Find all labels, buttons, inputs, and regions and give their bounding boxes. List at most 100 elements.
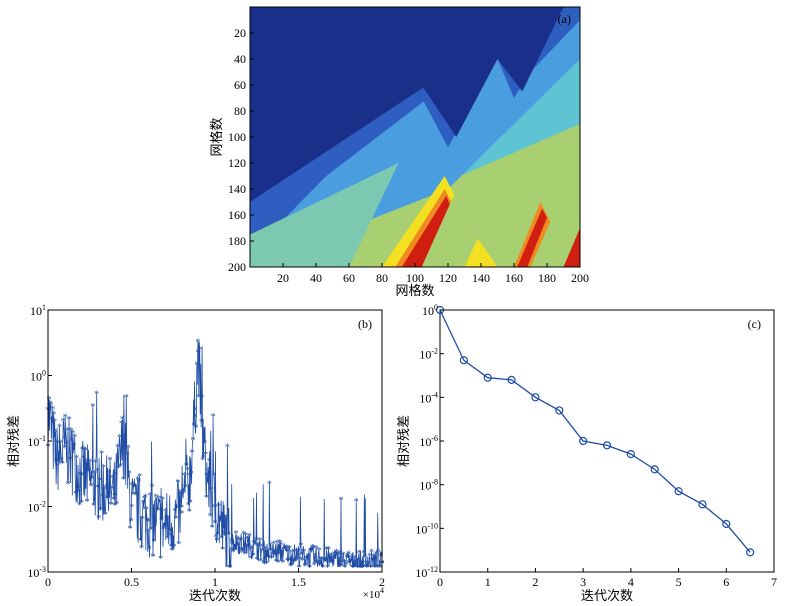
residual-point-b: * bbox=[97, 476, 102, 487]
tick-exponent: -6 bbox=[431, 434, 438, 443]
residual-point-b: * bbox=[105, 493, 110, 504]
residual-point-b: * bbox=[61, 416, 66, 427]
residual-point-b: * bbox=[265, 552, 270, 563]
tick-exponent: -8 bbox=[431, 478, 438, 487]
residual-point-b: * bbox=[331, 553, 336, 564]
tick-exponent: 0 bbox=[42, 369, 46, 378]
residual-point-b: * bbox=[322, 557, 327, 568]
tick-exponent: -3 bbox=[39, 565, 46, 574]
residual-point-b: * bbox=[243, 531, 248, 542]
residual-point-b: * bbox=[294, 556, 299, 567]
residual-point-b: * bbox=[96, 513, 101, 524]
plot-area-b bbox=[48, 310, 382, 572]
residual-point-b: * bbox=[87, 458, 92, 469]
residual-point-b: * bbox=[221, 524, 226, 535]
residual-point-b: * bbox=[379, 551, 384, 562]
residual-point-b: * bbox=[372, 563, 377, 574]
residual-point-b: * bbox=[312, 561, 317, 572]
data-point-c bbox=[698, 500, 707, 509]
residual-line-panel-c: 0 1 2 3 4 5 6 7 100 10-2 10-4 10-6 10-8 10-10 10-12 迭代次… bbox=[396, 303, 777, 603]
residual-point-b: * bbox=[259, 547, 264, 558]
residual-point-b: * bbox=[354, 497, 359, 508]
residual-point-b: * bbox=[165, 534, 170, 545]
red-band-edge bbox=[563, 228, 580, 267]
residual-point-b: * bbox=[107, 468, 112, 479]
x-tick-label-a: 140 bbox=[472, 271, 490, 285]
data-point-c bbox=[483, 373, 492, 382]
residual-point-b: * bbox=[55, 438, 60, 449]
residual-point-b: * bbox=[54, 461, 59, 472]
residual-point-b: * bbox=[179, 503, 184, 514]
residual-point-b: * bbox=[317, 561, 322, 572]
residual-point-b: * bbox=[335, 551, 340, 562]
residual-point-b: * bbox=[300, 556, 305, 567]
residual-point-b: * bbox=[256, 542, 261, 553]
residual-point-b: * bbox=[98, 505, 103, 516]
data-point-c bbox=[746, 548, 755, 557]
residual-point-b: * bbox=[114, 500, 119, 511]
y-axis-label-b: 相对残差 bbox=[6, 415, 21, 467]
residual-point-b: * bbox=[148, 491, 153, 502]
residual-point-b: * bbox=[47, 399, 52, 410]
residual-point-b: * bbox=[275, 558, 280, 569]
residual-point-b: * bbox=[316, 558, 321, 569]
residual-point-b: * bbox=[279, 550, 284, 561]
residual-point-b: * bbox=[225, 443, 230, 454]
x-tick-label-c: 5 bbox=[676, 575, 682, 589]
tick-exponent: -2 bbox=[39, 500, 46, 509]
residual-point-b: * bbox=[296, 547, 301, 558]
residual-point-b: * bbox=[73, 489, 78, 500]
residual-point-b: * bbox=[180, 488, 185, 499]
residual-point-b: * bbox=[70, 428, 75, 439]
residual-point-b: * bbox=[68, 426, 73, 437]
residual-point-b: * bbox=[356, 563, 361, 574]
residual-point-b: * bbox=[245, 535, 250, 546]
residual-point-b: * bbox=[89, 474, 94, 485]
residual-point-b: * bbox=[361, 549, 366, 560]
residual-point-b: * bbox=[130, 490, 135, 501]
residual-point-b: * bbox=[340, 551, 345, 562]
residual-point-b: * bbox=[291, 557, 296, 568]
residual-point-b: * bbox=[81, 453, 86, 464]
data-point-b: * bbox=[62, 442, 68, 454]
residual-point-b: * bbox=[304, 554, 309, 565]
residual-point-b: * bbox=[227, 563, 232, 574]
residual-point-b: * bbox=[110, 474, 115, 485]
residual-point-b: * bbox=[240, 547, 245, 558]
residual-point-b: * bbox=[167, 531, 172, 542]
x-tick-label-c: 4 bbox=[628, 575, 634, 589]
residual-point-b: * bbox=[106, 494, 111, 505]
residual-trace-b bbox=[47, 341, 383, 568]
data-point-c bbox=[555, 406, 564, 415]
residual-point-b: * bbox=[151, 537, 156, 548]
residual-point-b: * bbox=[78, 470, 83, 481]
residual-point-b: * bbox=[188, 498, 193, 509]
data-point-c bbox=[531, 393, 540, 402]
residual-point-b: * bbox=[93, 458, 98, 469]
x-tick-label-b: 1 bbox=[212, 575, 218, 589]
residual-point-b: * bbox=[116, 464, 121, 475]
residual-point-b: * bbox=[124, 393, 129, 404]
residual-point-b: * bbox=[373, 562, 378, 573]
residual-point-b: * bbox=[138, 536, 143, 547]
residual-point-b: * bbox=[101, 463, 106, 474]
residual-point-b: * bbox=[318, 555, 323, 566]
residual-point-b: * bbox=[150, 552, 155, 563]
residual-point-b: * bbox=[121, 475, 126, 486]
residual-point-b: * bbox=[370, 555, 375, 566]
residual-point-b: * bbox=[250, 544, 255, 555]
residual-point-b: * bbox=[223, 517, 228, 528]
residual-point-b: * bbox=[238, 535, 243, 546]
residual-point-b: * bbox=[306, 552, 311, 563]
residual-point-b: * bbox=[132, 482, 137, 493]
residual-point-b: * bbox=[53, 428, 58, 439]
data-point-b: * bbox=[95, 482, 101, 494]
residual-point-b: * bbox=[202, 439, 207, 450]
residual-point-b: * bbox=[191, 436, 196, 447]
data-point-b: * bbox=[296, 550, 302, 562]
residual-point-b: * bbox=[159, 516, 164, 527]
residual-point-b: * bbox=[176, 540, 181, 551]
residual-point-b: * bbox=[288, 561, 293, 572]
residual-point-b: * bbox=[46, 395, 51, 406]
residual-point-b: * bbox=[187, 507, 192, 518]
